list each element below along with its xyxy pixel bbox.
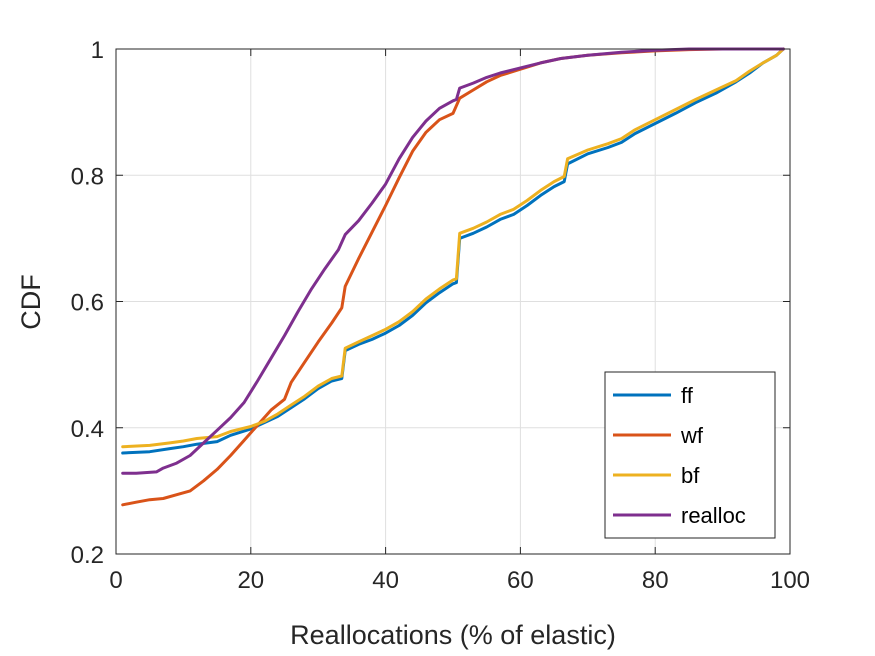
legend: ff wf bf realloc: [604, 371, 776, 539]
legend-box: [604, 371, 776, 539]
plot-frame: [115, 48, 791, 555]
legend-label-bf: bf: [681, 463, 700, 488]
legend-label-realloc: realloc: [681, 503, 746, 528]
legend-label-wf: wf: [680, 423, 704, 448]
tick-labels: 0 20 40 60 80 100 0.2 0.4 0.6 0.8 1: [71, 37, 810, 594]
legend-label-ff: ff: [681, 383, 694, 408]
y-axis-label: CDF: [16, 274, 46, 330]
y-tick-label: 0.4: [71, 416, 104, 443]
y-tick-label: 0.6: [71, 290, 104, 317]
x-tick-label: 0: [109, 567, 122, 594]
y-tick-label: 0.2: [71, 542, 104, 569]
x-axis-label: Reallocations (% of elastic): [290, 620, 616, 650]
series-line-realloc: [121, 47, 785, 475]
y-tick-label: 1: [91, 37, 104, 64]
x-tick-label: 100: [770, 567, 810, 594]
x-tick-label: 40: [372, 567, 399, 594]
series-line-bf: [121, 47, 785, 449]
x-tick-label: 80: [642, 567, 669, 594]
x-tick-label: 20: [237, 567, 264, 594]
x-tick-label: 60: [507, 567, 534, 594]
series-lines: [121, 47, 785, 507]
y-tick-label: 0.8: [71, 163, 104, 190]
